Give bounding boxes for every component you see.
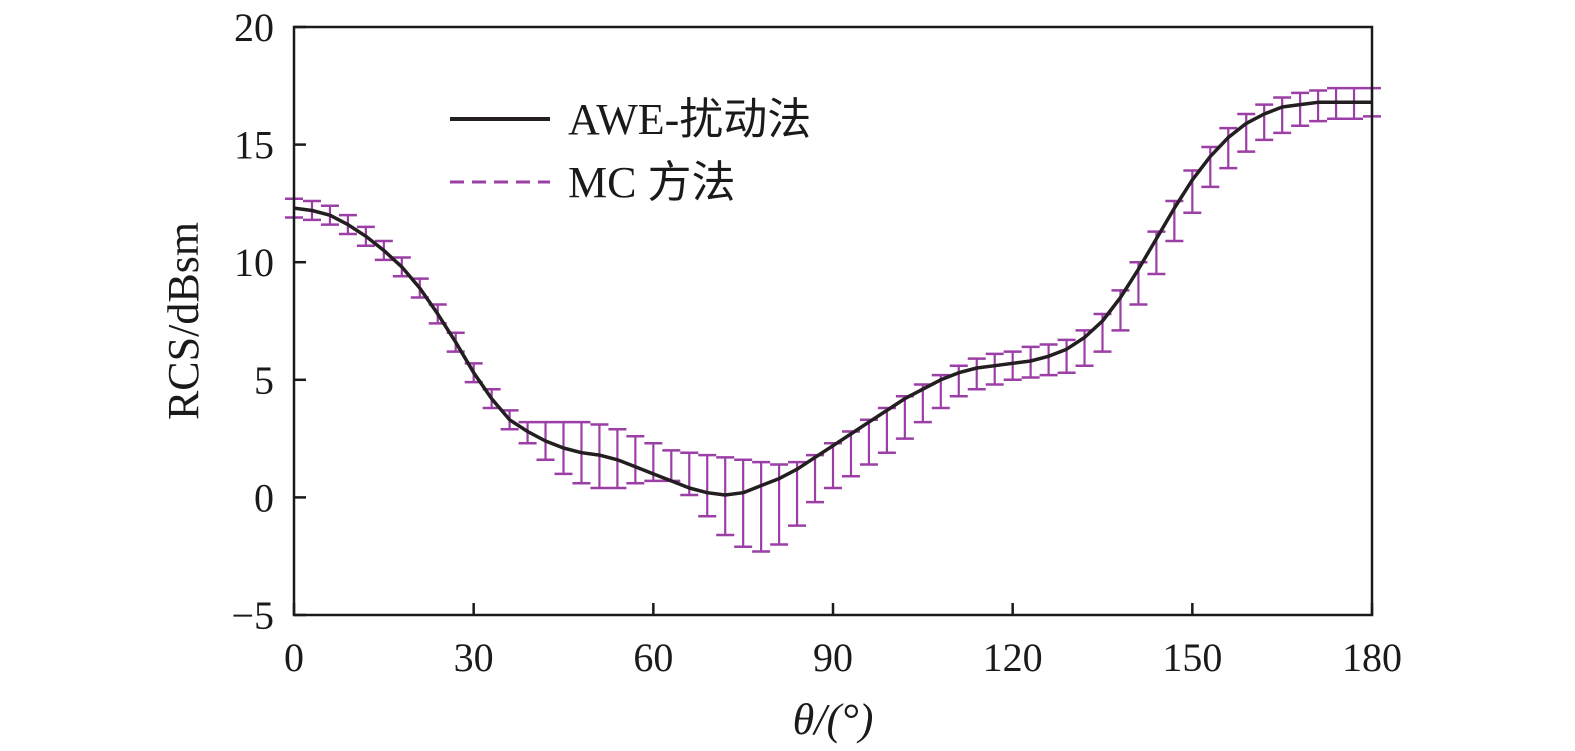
error-bar [662, 449, 681, 483]
x-tick-label-150: 150 [1162, 635, 1222, 680]
error-bar [698, 453, 717, 518]
x-tick-label-90: 90 [813, 635, 853, 680]
error-bar [985, 352, 1004, 386]
legend-label-awe: AWE-扰动法 [568, 95, 811, 144]
error-bar [626, 434, 645, 485]
error-bar [1255, 103, 1274, 142]
y-tick-label-5: 20 [234, 5, 274, 50]
x-tick-label-120: 120 [983, 635, 1043, 680]
error-bar [1273, 96, 1292, 135]
error-bar [1219, 126, 1238, 170]
error-bar [1057, 338, 1076, 374]
series-lines [293, 100, 1372, 497]
error-bar [1003, 350, 1022, 382]
x-tick-label-30: 30 [454, 635, 494, 680]
legend-label-mc: MC 方法 [568, 158, 735, 207]
mc-error-bars [285, 86, 1381, 553]
y-tick-label-2: 5 [254, 358, 274, 403]
x-tick-label-0: 0 [284, 635, 304, 680]
plot-frame [292, 25, 1374, 617]
error-bar [967, 357, 986, 391]
error-bar [752, 460, 771, 553]
error-bar [1291, 91, 1310, 128]
series-line-awe [293, 100, 1372, 497]
legend: AWE-扰动法 MC 方法 [450, 95, 811, 207]
x-tick-label-180: 180 [1342, 635, 1402, 680]
x-axis-label: θ/(°) [793, 695, 874, 744]
y-tick-label-0: −5 [231, 593, 274, 638]
error-bar [1039, 343, 1058, 377]
y-tick-label-3: 10 [234, 240, 274, 285]
x-tick-label-60: 60 [633, 635, 673, 680]
error-bar [1201, 145, 1220, 189]
y-axis-label: RCS/dBsm [159, 222, 208, 420]
error-bar [734, 458, 753, 549]
y-tick-label-1: 0 [254, 475, 274, 520]
error-bar [1309, 89, 1328, 123]
error-bar [788, 460, 807, 527]
y-tick-label-4: 15 [234, 123, 274, 168]
error-bar [949, 364, 968, 398]
error-bar [1237, 112, 1256, 153]
